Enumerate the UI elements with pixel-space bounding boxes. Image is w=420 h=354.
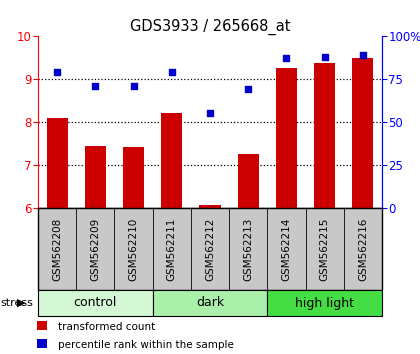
Text: GSM562214: GSM562214 [281, 217, 291, 281]
Text: GSM562209: GSM562209 [90, 217, 100, 281]
Text: GSM562211: GSM562211 [167, 217, 177, 281]
Bar [200, 205, 221, 208]
Bar [152, 290, 268, 316]
Point [283, 56, 290, 61]
Point [92, 83, 99, 89]
Point [245, 86, 252, 92]
Point [130, 83, 137, 89]
Bar [238, 154, 259, 208]
Bar [38, 290, 152, 316]
Text: dark: dark [196, 297, 224, 309]
Bar [352, 57, 373, 208]
Text: ▶: ▶ [17, 298, 26, 308]
Bar [268, 290, 382, 316]
Text: control: control [74, 297, 117, 309]
Bar [37, 321, 47, 330]
Bar [47, 118, 68, 208]
Point [54, 69, 60, 75]
Bar [161, 113, 182, 208]
Point [207, 110, 213, 116]
Bar [85, 145, 106, 208]
Point [360, 52, 366, 58]
Point [321, 54, 328, 59]
Point [168, 69, 175, 75]
Text: GSM562212: GSM562212 [205, 217, 215, 281]
Bar [37, 339, 47, 348]
Text: GSM562215: GSM562215 [320, 217, 330, 281]
Title: GDS3933 / 265668_at: GDS3933 / 265668_at [130, 18, 290, 35]
Text: GSM562216: GSM562216 [358, 217, 368, 281]
Text: percentile rank within the sample: percentile rank within the sample [58, 339, 234, 349]
Text: GSM562210: GSM562210 [129, 217, 139, 281]
Text: high light: high light [295, 297, 354, 309]
Text: GSM562208: GSM562208 [52, 217, 62, 281]
Text: GSM562213: GSM562213 [243, 217, 253, 281]
Text: transformed count: transformed count [58, 322, 155, 332]
Bar [123, 147, 144, 208]
Text: stress: stress [1, 298, 34, 308]
Bar [276, 68, 297, 208]
Bar [314, 63, 335, 208]
